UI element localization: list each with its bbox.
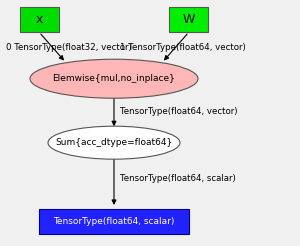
Text: Elemwise{mul,no_inplace}: Elemwise{mul,no_inplace} xyxy=(52,74,176,83)
FancyBboxPatch shape xyxy=(39,209,189,234)
Text: x: x xyxy=(35,13,43,26)
Ellipse shape xyxy=(30,59,198,98)
Text: Sum{acc_dtype=float64}: Sum{acc_dtype=float64} xyxy=(56,138,172,147)
Text: TensorType(float64, vector): TensorType(float64, vector) xyxy=(120,108,238,116)
Text: 1 TensorType(float64, vector): 1 TensorType(float64, vector) xyxy=(120,44,246,52)
Ellipse shape xyxy=(48,126,180,159)
Text: W: W xyxy=(183,13,195,26)
FancyBboxPatch shape xyxy=(169,7,208,32)
Text: TensorType(float64, scalar): TensorType(float64, scalar) xyxy=(53,217,175,226)
Text: 0 TensorType(float32, vector): 0 TensorType(float32, vector) xyxy=(6,44,132,52)
FancyBboxPatch shape xyxy=(20,7,58,32)
Text: TensorType(float64, scalar): TensorType(float64, scalar) xyxy=(120,174,236,183)
